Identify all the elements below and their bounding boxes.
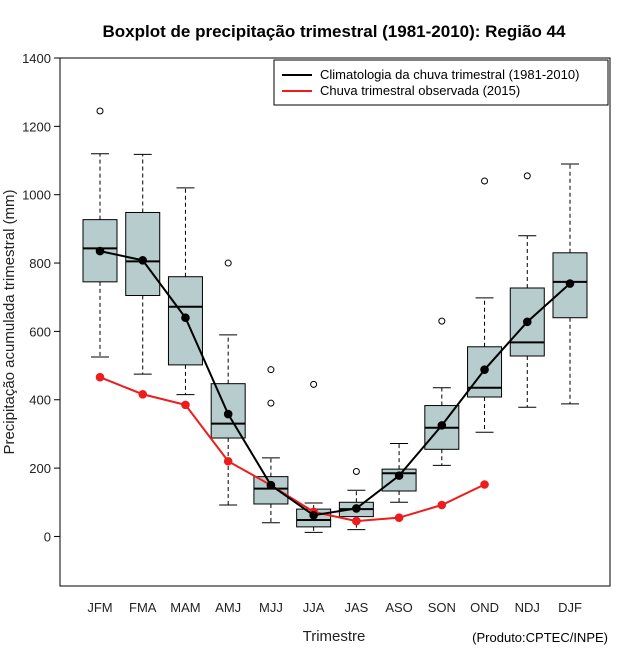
y-tick-label: 800 [29, 256, 51, 271]
x-tick-label: MAM [170, 600, 200, 615]
x-tick-label: JJA [303, 600, 325, 615]
y-tick-label: 400 [29, 393, 51, 408]
climatology-point [437, 421, 447, 430]
outlier-point [352, 468, 360, 476]
observed-point [437, 500, 447, 510]
y-tick-label: 1400 [22, 51, 51, 66]
climatology-point [309, 510, 318, 520]
box-jfm [82, 107, 118, 358]
climatology-point [138, 256, 148, 265]
x-tick-label: DJF [558, 600, 582, 615]
chart-title: Boxplot de precipitação trimestral (1981… [103, 22, 566, 41]
outlier-point [96, 107, 104, 115]
box-mam [167, 187, 203, 396]
box-son [424, 317, 460, 466]
credit-text: (Produto:CPTEC/INPE) [472, 630, 608, 645]
x-tick-label: ASO [385, 600, 412, 615]
x-tick-label: JFM [87, 600, 112, 615]
outlier-point [224, 259, 232, 267]
y-tick-label: 1200 [22, 119, 51, 134]
x-axis-label: Trimestre [303, 628, 366, 645]
y-axis-label: Precipitação acumulada trimestral (mm) [1, 189, 18, 454]
box-iqr [381, 468, 417, 492]
outlier-point [438, 317, 446, 325]
legend-label-observed: Chuva trimestral observada (2015) [320, 83, 520, 98]
x-tick-label: SON [428, 600, 456, 615]
observed-point [181, 400, 190, 410]
box-ond [467, 177, 503, 433]
y-tick-label: 1000 [22, 188, 51, 203]
climatology-point [181, 313, 190, 323]
box-ndj [509, 172, 545, 408]
climatology-point [352, 504, 361, 513]
box-iqr [167, 276, 203, 366]
plot-frame [59, 57, 611, 587]
climatology-point [266, 480, 276, 490]
observed-point [480, 480, 489, 489]
series-climatology [95, 246, 575, 520]
observed-point [394, 513, 404, 522]
x-tick-label: OND [470, 600, 499, 615]
box-fma [125, 153, 161, 375]
x-tick-label: JAS [344, 600, 368, 615]
box-iqr [253, 476, 289, 505]
outlier-point [481, 177, 489, 185]
observed-point [95, 372, 105, 382]
climatology-point [95, 246, 105, 256]
climatology-point [223, 409, 233, 419]
climatology-point [480, 365, 489, 374]
legend: Climatologia da chuva trimestral (1981-2… [273, 59, 609, 106]
outlier-point [267, 366, 275, 374]
y-tick-label: 0 [44, 529, 51, 544]
x-tick-label: FMA [129, 600, 157, 615]
x-tick-label: NDJ [515, 600, 540, 615]
climatology-point [394, 471, 404, 480]
climatology-point [522, 317, 532, 327]
box-iqr [125, 211, 161, 297]
box-mjj [253, 366, 289, 524]
observed-point [138, 389, 148, 399]
x-tick-label: MJJ [259, 600, 283, 615]
observed-point [223, 456, 233, 466]
legend-box [273, 59, 609, 106]
x-tick-label: AMJ [215, 600, 241, 615]
outlier-point [310, 380, 318, 388]
outlier-point [523, 172, 531, 180]
y-tick-label: 600 [29, 324, 51, 339]
outlier-point [267, 399, 275, 407]
box-aso [381, 442, 417, 503]
observed-point [352, 516, 361, 526]
y-tick-label: 200 [29, 461, 51, 476]
observed-line [99, 376, 485, 523]
climatology-point [565, 279, 575, 288]
legend-label-climatology: Climatologia da chuva trimestral (1981-2… [320, 67, 579, 82]
climatology-line [99, 250, 571, 517]
